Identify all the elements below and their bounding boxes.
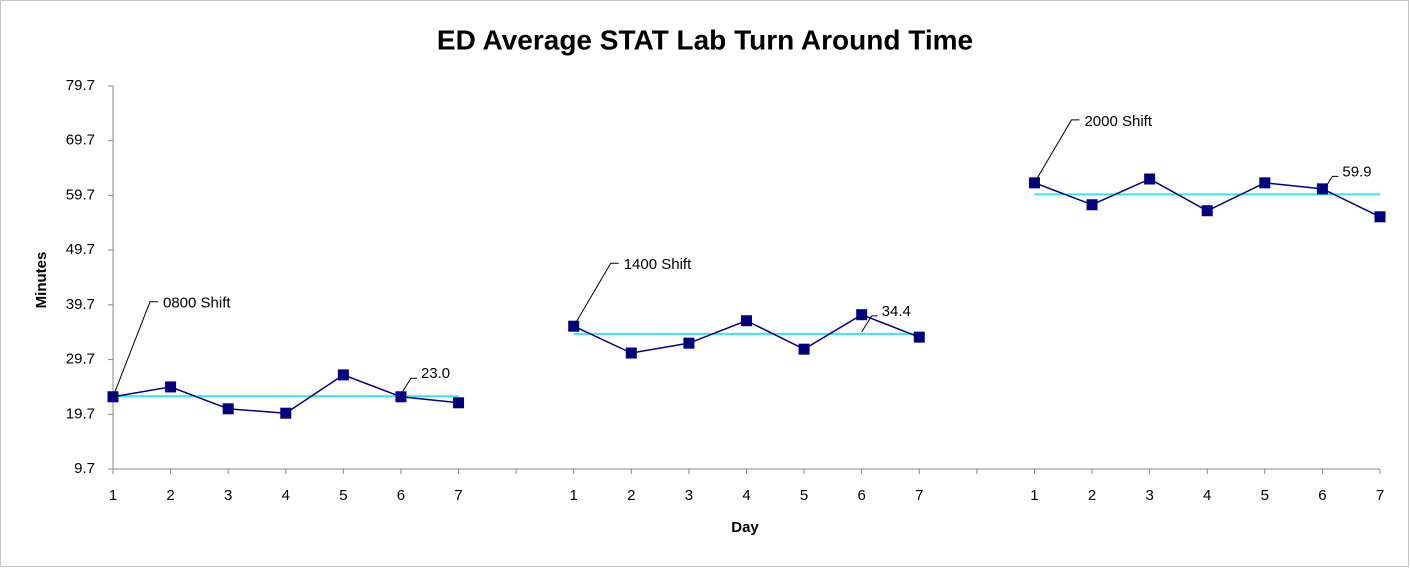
y-tick-label: 9.7 bbox=[74, 460, 95, 477]
x-tick-label: 4 bbox=[1203, 487, 1211, 504]
x-tick-label: 1 bbox=[1030, 487, 1038, 504]
data-point bbox=[625, 347, 637, 359]
data-point bbox=[741, 315, 752, 327]
x-tick-label: 1 bbox=[570, 487, 578, 504]
y-axis-label: Minutes bbox=[33, 252, 50, 309]
x-tick-label: 3 bbox=[224, 487, 232, 504]
annotation: 0800 Shift bbox=[163, 295, 231, 312]
leader-line bbox=[400, 377, 417, 395]
y-tick-label: 59.7 bbox=[66, 186, 95, 203]
data-point bbox=[1259, 177, 1271, 189]
data-point bbox=[856, 309, 868, 321]
data-point bbox=[1374, 211, 1386, 223]
data-point bbox=[337, 369, 349, 381]
y-tick-label: 79.7 bbox=[66, 77, 95, 94]
center-line-label: 23.0 bbox=[421, 365, 450, 382]
x-tick-label: 5 bbox=[339, 487, 347, 504]
x-tick-label: 6 bbox=[397, 487, 405, 504]
x-tick-label: 4 bbox=[282, 487, 290, 504]
annotation: 1400 Shift bbox=[624, 256, 692, 273]
x-tick-label: 7 bbox=[915, 487, 923, 504]
x-tick-label: 6 bbox=[858, 487, 866, 504]
data-point bbox=[453, 397, 465, 409]
y-tick-label: 69.7 bbox=[66, 132, 95, 149]
annotation-leader bbox=[573, 262, 619, 327]
annotation-leader bbox=[112, 301, 158, 397]
x-tick-label: 2 bbox=[166, 487, 174, 504]
x-axis-label: Day bbox=[731, 519, 759, 536]
annotation-leader bbox=[1034, 119, 1080, 184]
x-tick-label: 1 bbox=[109, 487, 117, 504]
data-point bbox=[1316, 183, 1328, 195]
data-point bbox=[683, 337, 695, 349]
leader-line bbox=[861, 315, 878, 333]
data-point bbox=[395, 391, 407, 403]
y-tick-label: 49.7 bbox=[66, 241, 95, 258]
x-tick-label: 5 bbox=[800, 487, 808, 504]
y-tick-label: 39.7 bbox=[66, 296, 95, 313]
x-tick-label: 2 bbox=[1088, 487, 1096, 504]
x-tick-label: 5 bbox=[1261, 487, 1269, 504]
x-tick-label: 4 bbox=[742, 487, 750, 504]
data-point bbox=[1144, 173, 1156, 185]
data-point bbox=[798, 343, 810, 355]
data-point bbox=[222, 403, 234, 415]
center-line-label: 59.9 bbox=[1342, 163, 1371, 180]
data-point bbox=[165, 381, 177, 393]
data-point bbox=[913, 331, 925, 343]
annotation: 2000 Shift bbox=[1084, 113, 1152, 130]
center-line-label: 34.4 bbox=[882, 303, 911, 320]
x-tick-label: 7 bbox=[1376, 487, 1384, 504]
data-point bbox=[280, 407, 292, 419]
y-tick-label: 29.7 bbox=[66, 351, 95, 368]
chart-title: ED Average STAT Lab Turn Around Time bbox=[437, 24, 973, 55]
x-tick-label: 2 bbox=[627, 487, 635, 504]
y-tick-label: 19.7 bbox=[66, 405, 95, 422]
x-tick-label: 7 bbox=[454, 487, 462, 504]
x-tick-label: 6 bbox=[1318, 487, 1326, 504]
x-tick-label: 3 bbox=[1145, 487, 1153, 504]
data-point bbox=[1201, 205, 1213, 217]
data-point bbox=[1086, 199, 1098, 211]
x-tick-label: 3 bbox=[685, 487, 693, 504]
